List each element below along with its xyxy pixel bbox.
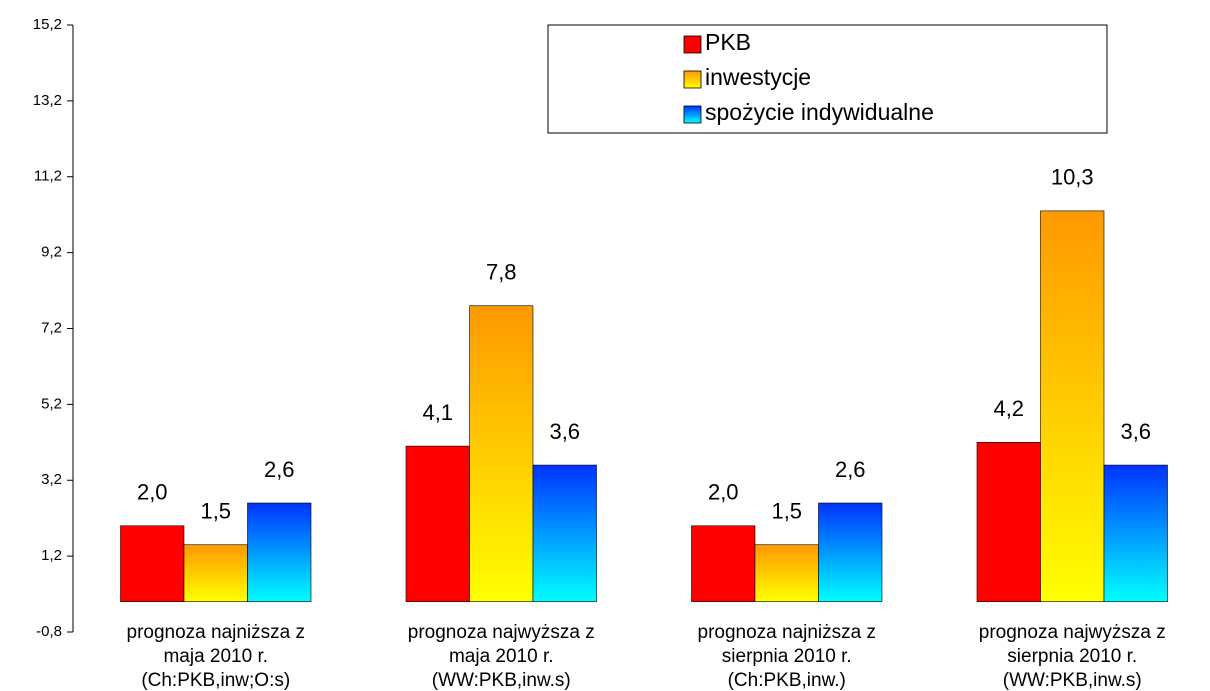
x-tick-label: prognoza najwyższa z [979, 622, 1166, 643]
y-tick-label: 7,2 [41, 319, 62, 336]
data-label: 7,8 [486, 260, 517, 285]
legend-swatch [683, 70, 702, 89]
x-tick-label: prognoza najniższa z [698, 622, 877, 643]
bar [247, 502, 312, 602]
legend-swatch [683, 105, 702, 124]
x-tick-label: (Ch:PKB,inw.) [728, 670, 846, 691]
bar [1040, 210, 1105, 602]
data-label: 2,0 [708, 480, 739, 505]
data-label: 1,5 [200, 499, 231, 524]
data-label: 2,6 [835, 457, 866, 482]
y-tick-label: 9,2 [41, 244, 62, 261]
x-tick-label: prognoza najniższa z [127, 622, 306, 643]
y-tick-label: 13,2 [33, 92, 62, 109]
bar [183, 544, 248, 602]
bar [976, 442, 1041, 602]
data-label: 4,1 [422, 400, 453, 425]
bar [469, 305, 534, 602]
x-tick-label: (WW:PKB,inw.s) [1003, 670, 1142, 691]
y-tick-label: 1,2 [41, 547, 62, 564]
bar [1103, 464, 1168, 602]
x-tick-label: maja 2010 r. [449, 646, 554, 667]
data-label: 3,6 [549, 419, 580, 444]
bar [532, 464, 597, 602]
bar [405, 445, 470, 602]
legend-box [547, 24, 1108, 134]
bar [120, 525, 185, 602]
data-label: 10,3 [1051, 165, 1094, 190]
x-tick-label: sierpnia 2010 r. [1007, 646, 1137, 667]
y-tick-label: -0,8 [36, 623, 62, 640]
x-tick-label: (Ch:PKB,inw;O:s) [141, 670, 290, 691]
y-tick-label: 5,2 [41, 395, 62, 412]
x-tick-label: (WW:PKB,inw.s) [432, 670, 571, 691]
data-label: 3,6 [1120, 419, 1151, 444]
legend-label: inwestycje [705, 64, 811, 90]
legend-swatch [683, 35, 702, 54]
x-tick-label: sierpnia 2010 r. [722, 646, 852, 667]
data-label: 4,2 [993, 396, 1024, 421]
y-tick-label: 3,2 [41, 471, 62, 488]
bar [691, 525, 756, 602]
y-tick-label: 15,2 [33, 16, 62, 33]
bar [754, 544, 819, 602]
legend-label: PKB [705, 29, 751, 55]
data-label: 2,0 [137, 480, 168, 505]
x-tick-label: maja 2010 r. [163, 646, 268, 667]
data-label: 2,6 [264, 457, 295, 482]
x-tick-label: prognoza najwyższa z [408, 622, 595, 643]
bar [818, 502, 883, 602]
y-tick-label: 11,2 [34, 168, 62, 185]
legend-label: spożycie indywidualne [705, 99, 934, 125]
data-label: 1,5 [771, 499, 802, 524]
